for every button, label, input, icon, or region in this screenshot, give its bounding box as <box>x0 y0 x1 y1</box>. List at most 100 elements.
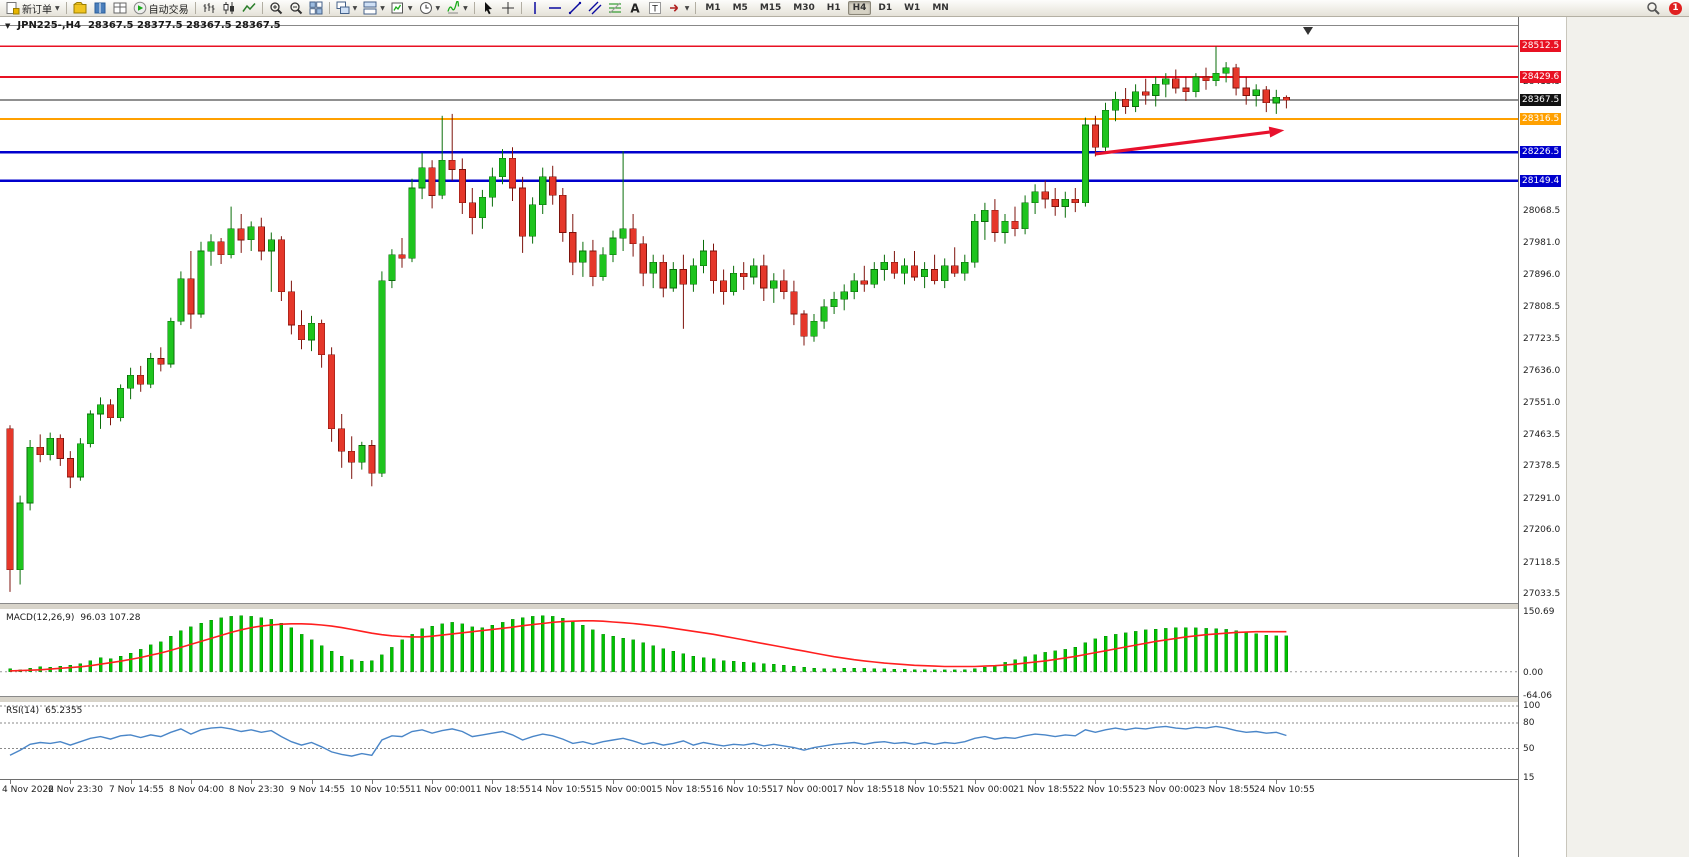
search-button[interactable] <box>1643 1 1663 16</box>
bar-chart-button[interactable] <box>199 1 219 16</box>
price-tick-label: 28068.5 <box>1523 205 1561 216</box>
chevron-down-icon: ▼ <box>684 4 690 12</box>
svg-text:A: A <box>630 2 640 16</box>
rsi-indicator-chart[interactable] <box>0 703 1518 779</box>
time-axis-label: 15 Nov 18:55 <box>651 785 712 795</box>
toolbar-separator <box>328 2 330 14</box>
tile-windows-button[interactable] <box>306 1 326 16</box>
channel-icon <box>588 1 602 15</box>
candles-icon <box>223 2 234 14</box>
toolbar-separator <box>261 2 263 14</box>
fibonacci-button[interactable] <box>605 1 625 16</box>
time-axis-label: 8 Nov 04:00 <box>169 785 224 795</box>
data-window-button[interactable] <box>110 1 130 16</box>
data-icon <box>113 2 127 14</box>
period-dropdown-button[interactable]: ▼ <box>416 1 444 16</box>
price-level-lines[interactable] <box>0 45 1518 182</box>
macd-indicator-chart[interactable] <box>0 610 1518 696</box>
panel-divider[interactable] <box>0 696 1518 703</box>
text-label-button[interactable]: T <box>645 1 665 16</box>
fibo-icon <box>608 2 621 14</box>
text-button[interactable]: A <box>625 1 645 16</box>
bars-icon <box>203 3 215 13</box>
zoom-in-button[interactable] <box>266 1 286 16</box>
line-chart-button[interactable] <box>239 1 259 16</box>
time-tick <box>251 780 252 784</box>
time-tick <box>673 780 674 784</box>
price-tick-label: 27723.5 <box>1523 333 1561 344</box>
candlesticks <box>6 46 1290 592</box>
time-axis-label: 11 Nov 00:00 <box>410 785 471 795</box>
rsi-indicator-label: RSI(14) 65.2355 <box>6 706 82 716</box>
auto-trading-button[interactable]: 自动交易 <box>130 1 192 16</box>
time-axis[interactable]: 4 Nov 2022 6 Nov 23:30 7 Nov 14:55 8 Nov 04… <box>0 779 1518 805</box>
chart-collapse-icon[interactable]: ▼ <box>5 21 11 30</box>
market-watch-button[interactable] <box>90 1 110 16</box>
charts-profile-button[interactable] <box>70 1 90 16</box>
toolbar-right-group: 1 <box>1643 1 1686 16</box>
toolbar: 新订单 ▼ 自动交易 ▼ ▼ ▼ ▼ ▼ A T ▼ M1 M5 M15 M30 H1 H4 D1 W1 MN 1 <box>0 0 1689 17</box>
new-order-button[interactable]: 新订单 ▼ <box>3 1 63 16</box>
main-price-chart[interactable] <box>0 25 1518 603</box>
time-axis-label: 17 Nov 00:00 <box>772 785 833 795</box>
new-chart-button[interactable]: ▼ <box>388 1 416 16</box>
time-axis-label: 22 Nov 10:55 <box>1073 785 1134 795</box>
chart-shift-marker[interactable] <box>1303 27 1313 35</box>
macd-values: 96.03 107.28 <box>80 613 141 623</box>
chevron-down-icon: ▼ <box>463 4 468 12</box>
rsi-name: RSI(14) <box>6 706 40 716</box>
autotrade-icon <box>133 1 146 15</box>
price-tick-label: 27981.0 <box>1523 238 1561 249</box>
trendline-button[interactable] <box>565 1 585 16</box>
arrange-horizontal-button[interactable]: ▼ <box>360 1 388 16</box>
horizontal-line-button[interactable] <box>545 1 565 16</box>
crosshair-button[interactable] <box>498 1 518 16</box>
textT-icon: T <box>648 2 661 15</box>
timeframe-m1[interactable]: M1 <box>705 3 721 13</box>
timeframe-d1[interactable]: D1 <box>878 3 893 13</box>
new-order-button-label: 新订单 <box>22 4 52 16</box>
trend-arrow[interactable] <box>1095 126 1285 156</box>
toolbar-separator <box>520 2 522 14</box>
candlestick-chart-button[interactable] <box>219 1 239 16</box>
price-tick-label: 27206.0 <box>1523 525 1561 536</box>
price-level-badge: 28149.4 <box>1520 174 1562 187</box>
price-level-badge: 28316.5 <box>1520 112 1562 125</box>
auto-arrange-button[interactable]: ▼ <box>333 1 361 16</box>
indicator-icon <box>447 1 460 14</box>
chart-ohlc-values: 28367.5 28377.5 28367.5 28367.5 <box>87 20 281 31</box>
hline-icon <box>548 7 561 9</box>
timeframe-m30[interactable]: M30 <box>793 3 815 13</box>
time-axis-label: 4 Nov 2022 <box>2 785 54 795</box>
time-axis-label: 9 Nov 14:55 <box>290 785 345 795</box>
arrow-tools-button[interactable]: ▼ <box>665 1 693 16</box>
timeframe-group: M1 M5 M15 M30 H1 H4 D1 W1 MN <box>699 1 954 15</box>
price-axis[interactable]: 28415.528068.527981.027896.027808.527723… <box>1518 17 1566 857</box>
timeframe-h4[interactable]: H4 <box>847 1 872 15</box>
zoom-out-button[interactable] <box>286 1 306 16</box>
time-axis-label: 11 Nov 18:55 <box>470 785 531 795</box>
price-tick-label: 27551.0 <box>1523 397 1561 408</box>
time-axis-label: 24 Nov 10:55 <box>1254 785 1315 795</box>
indicators-button[interactable]: ▼ <box>443 1 471 16</box>
timeframe-m15[interactable]: M15 <box>759 3 782 13</box>
time-tick <box>854 780 855 784</box>
timeframe-w1[interactable]: W1 <box>904 3 921 13</box>
macd-name: MACD(12,26,9) <box>6 613 75 623</box>
chart-symbol-period: JPN225-,H4 <box>17 20 81 31</box>
timeframe-h1[interactable]: H1 <box>826 3 841 13</box>
chevron-down-icon: ▼ <box>352 4 358 12</box>
shapes-icon <box>669 4 678 12</box>
vertical-line-button[interactable] <box>525 1 545 16</box>
timeframe-mn[interactable]: MN <box>932 3 949 13</box>
price-tick-label: 27808.5 <box>1523 302 1561 313</box>
price-tick-label: 27463.5 <box>1523 429 1561 440</box>
timeframe-m5[interactable]: M5 <box>732 3 748 13</box>
panel-divider[interactable] <box>0 603 1518 610</box>
arrange-icon <box>336 1 350 14</box>
chart-header: ▼ JPN225-,H4 28367.5 28377.5 28367.5 283… <box>5 20 281 31</box>
rsi-axis-label: 50 <box>1523 743 1535 754</box>
channel-button[interactable] <box>585 1 605 16</box>
cursor-button[interactable] <box>478 1 498 16</box>
notification-badge[interactable]: 1 <box>1669 1 1682 15</box>
